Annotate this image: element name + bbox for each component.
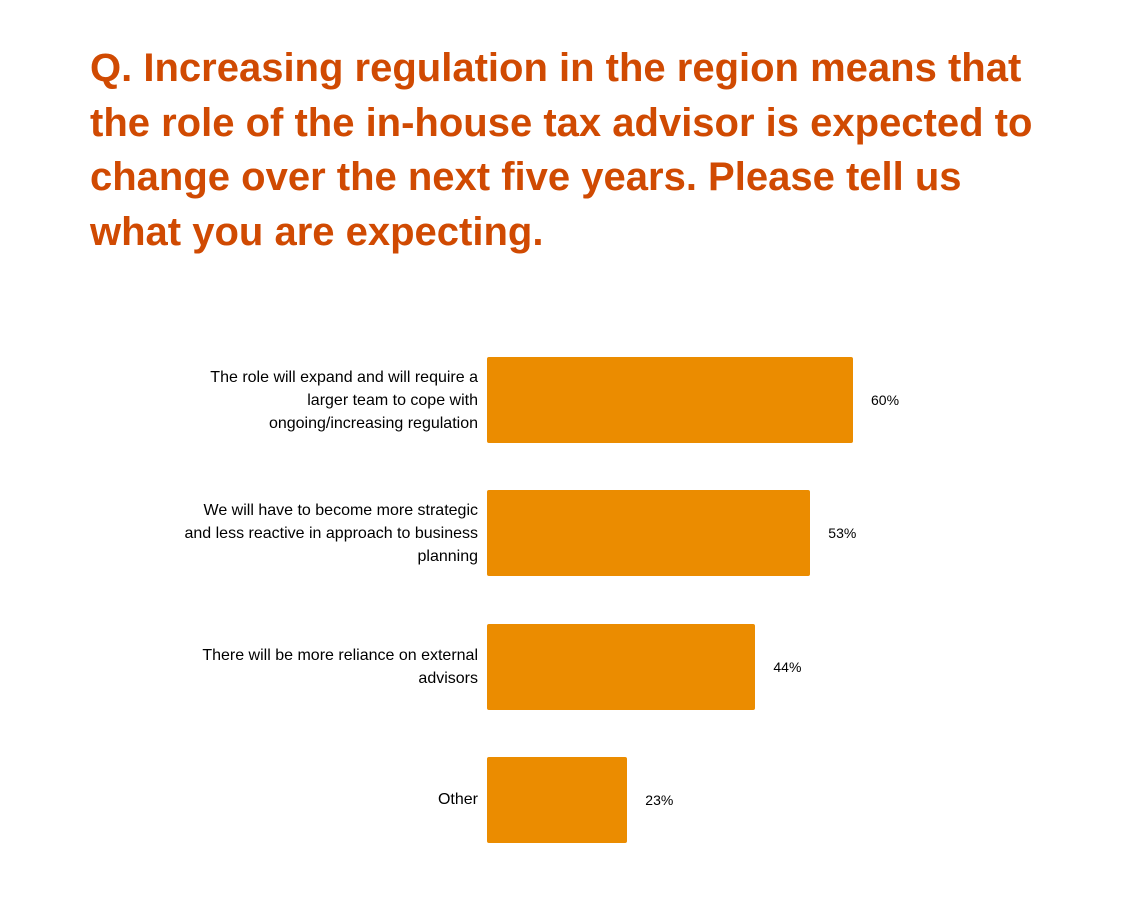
bar — [487, 357, 853, 443]
chart-title: Q. Increasing regulation in the region m… — [90, 46, 1033, 254]
bar — [487, 756, 628, 843]
bar — [487, 623, 756, 710]
value-label: 60% — [871, 392, 900, 408]
value-label: 23% — [645, 791, 674, 808]
y-tick-label: We will have to become more strategic an… — [184, 501, 478, 565]
y-tick-label: There will be more reliance on external … — [202, 646, 478, 687]
y-tick-label: The role will expand and will require a … — [210, 368, 478, 432]
bar — [487, 490, 811, 577]
value-label: 53% — [828, 525, 857, 542]
value-label: 44% — [773, 658, 802, 675]
y-tick-label: Other — [437, 791, 478, 809]
